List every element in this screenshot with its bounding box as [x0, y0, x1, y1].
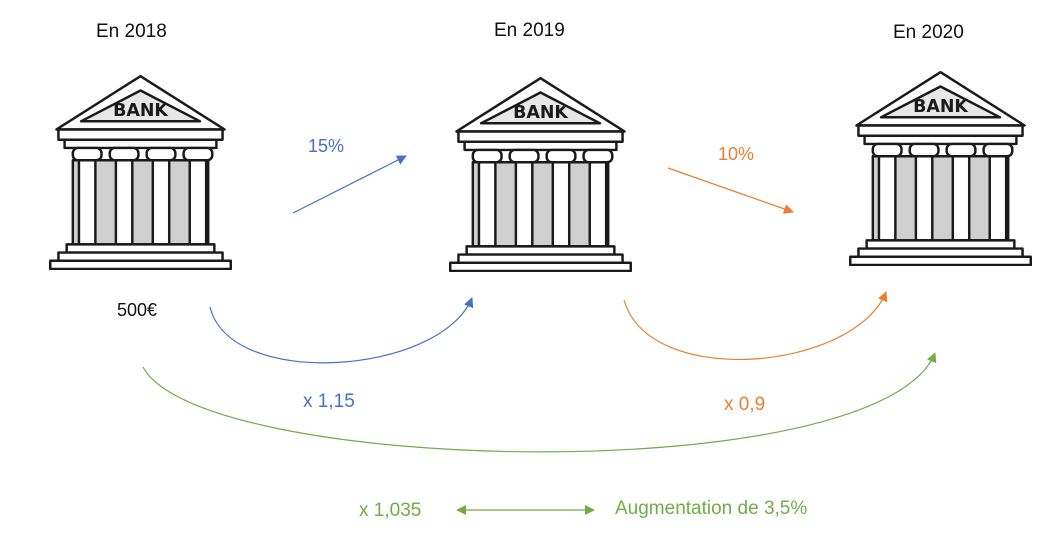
bank-building-icon: BANK — [449, 76, 632, 272]
bank-sign: BANK — [913, 97, 969, 117]
rate-label-first: 15% — [308, 136, 345, 156]
year-label-2019: En 2019 — [494, 20, 565, 41]
bank-sign: BANK — [513, 103, 569, 123]
year-label-2020: En 2020 — [893, 22, 964, 43]
bank-building-icon: BANK — [849, 70, 1032, 266]
arrow-rate-2018-2019 — [292, 155, 407, 214]
multiplier-label-second: x 0,9 — [724, 394, 766, 415]
arrow-rate-2019-2020 — [667, 167, 794, 214]
curve-arrow-2018-2020 — [142, 352, 937, 453]
curve-arrow-2018-2019 — [209, 297, 474, 364]
multiplier-label-first: x 1,15 — [303, 391, 355, 412]
initial-amount: 500€ — [117, 300, 158, 320]
bank-sign: BANK — [113, 101, 169, 121]
rate-label-second: 10% — [718, 144, 755, 164]
multiplier-label-global: x 1,035 — [359, 500, 422, 521]
bank-building-icon: BANK — [49, 74, 232, 270]
year-label-2018: En 2018 — [96, 21, 167, 42]
equivalence-label: Augmentation de 3,5% — [615, 498, 808, 519]
curve-arrow-2019-2020 — [623, 291, 888, 361]
